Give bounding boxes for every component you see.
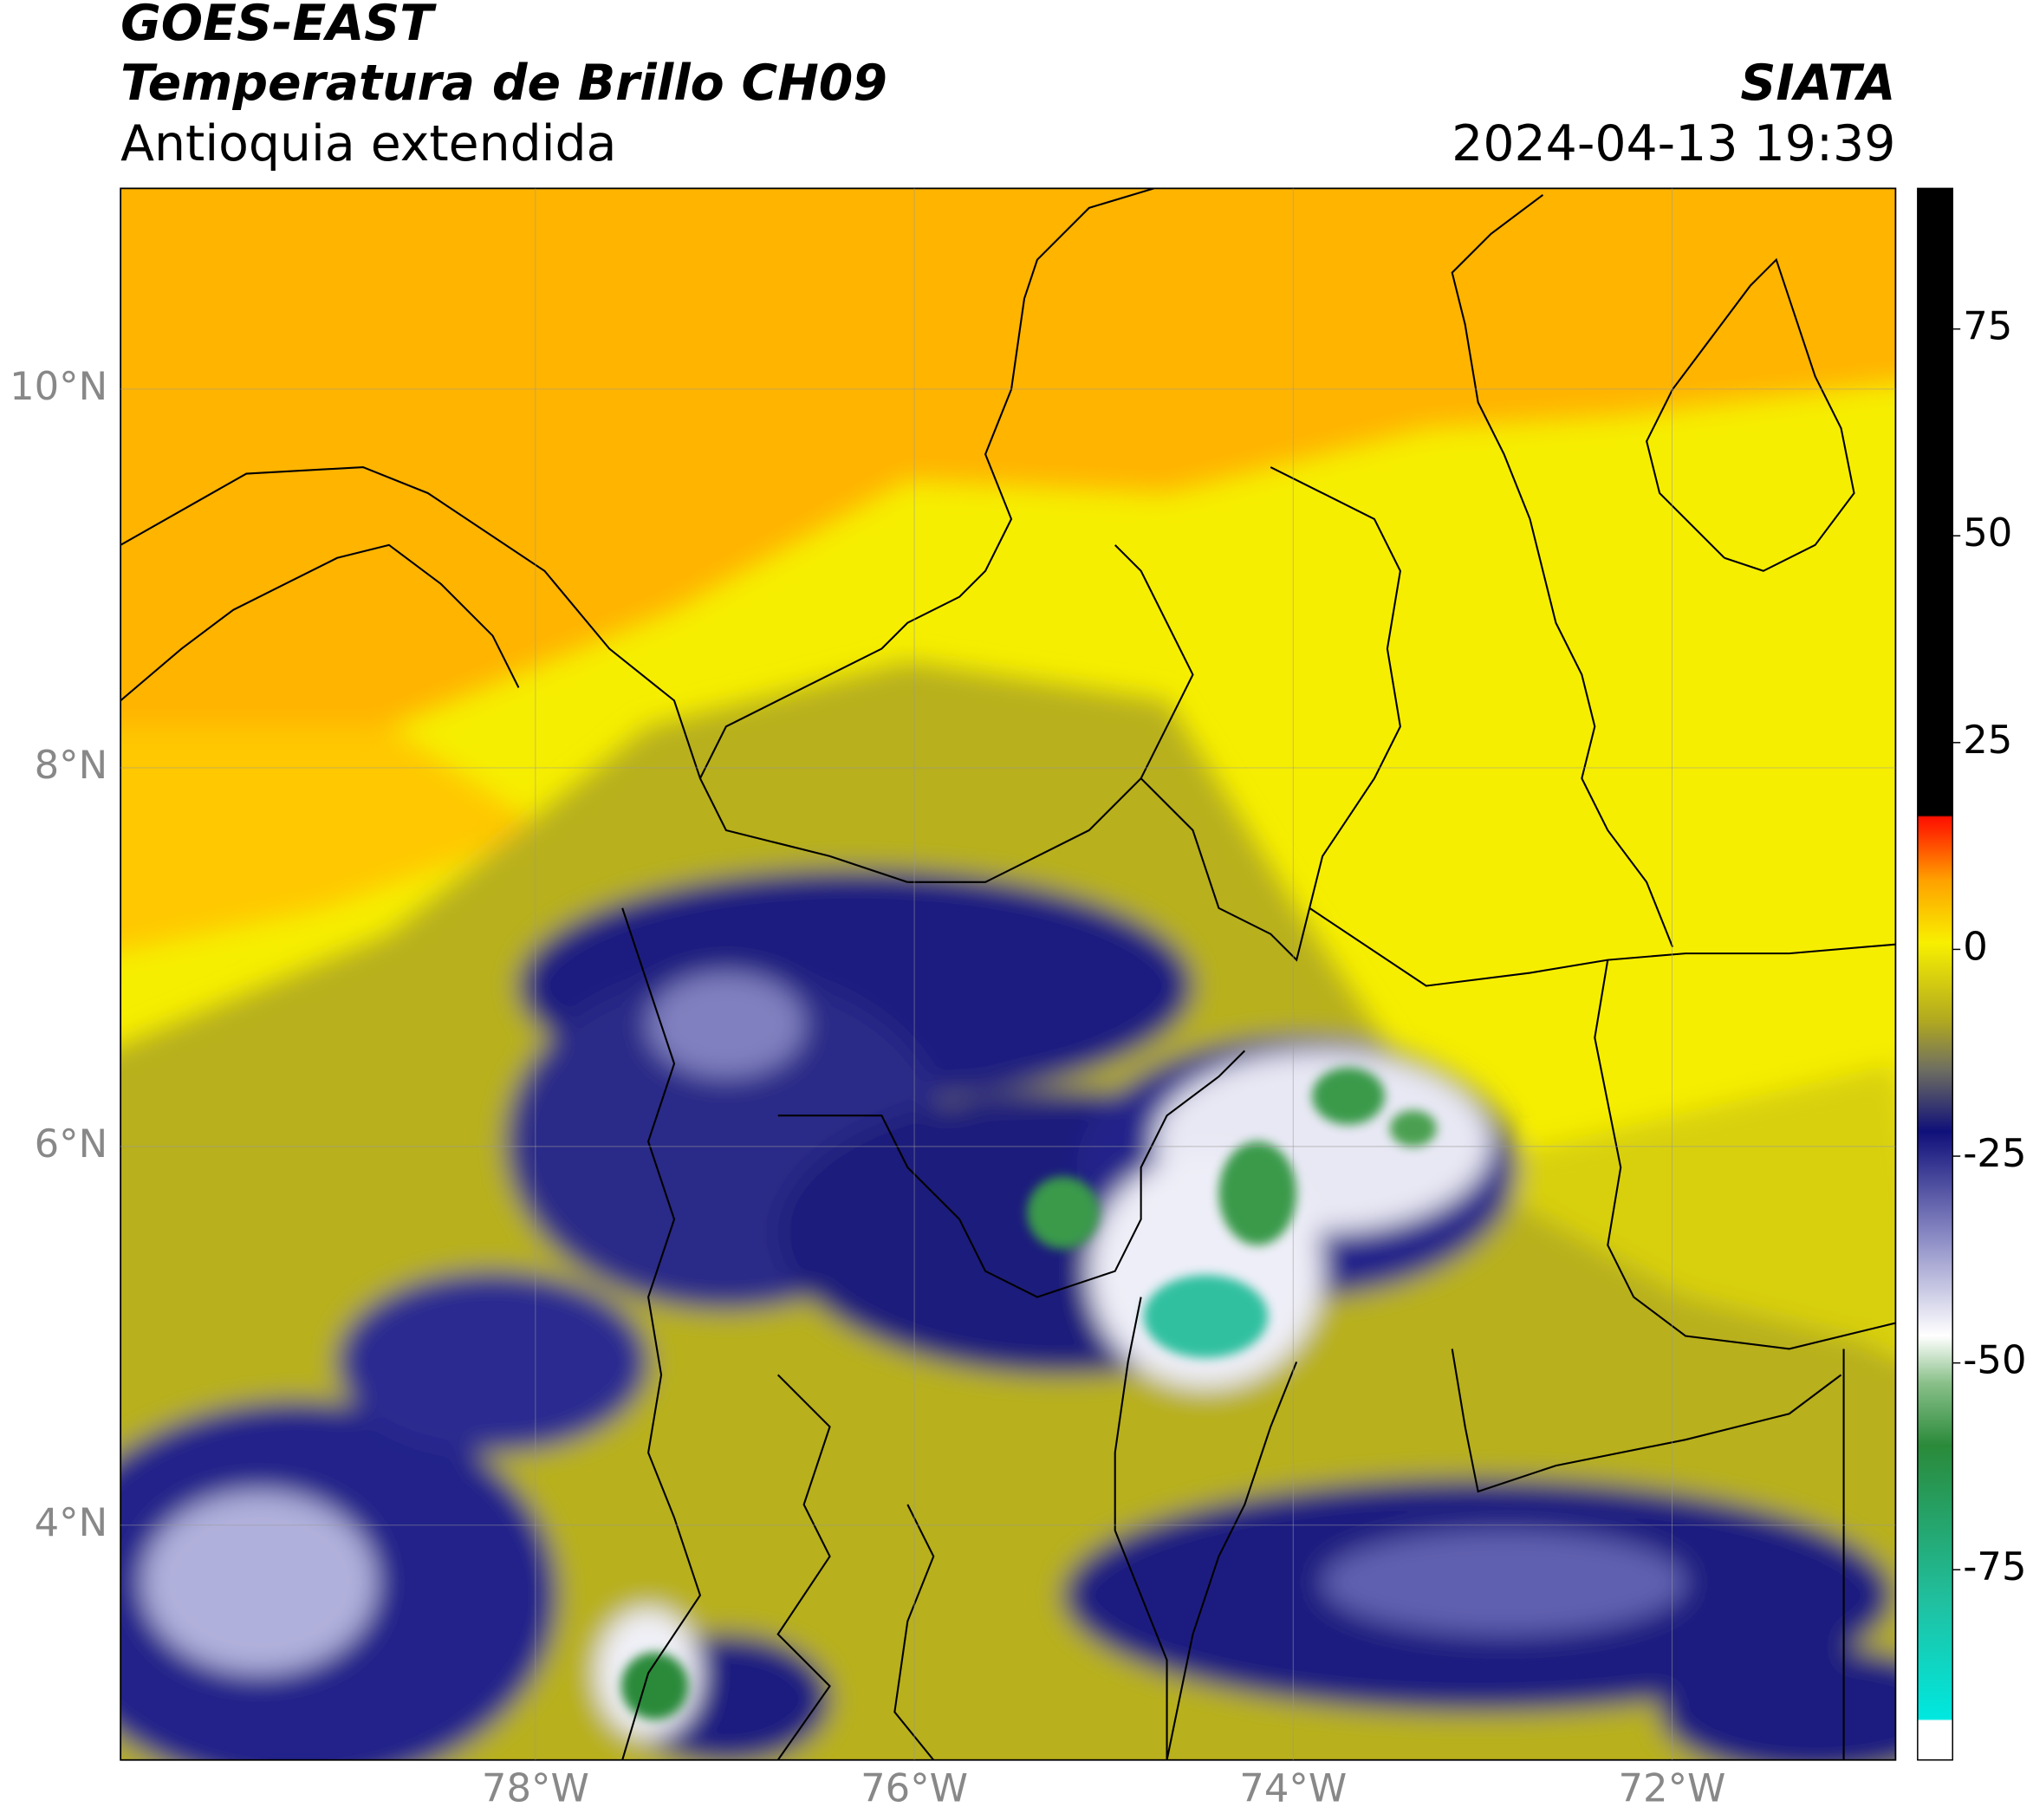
x-tick-label: 74°W: [1239, 1765, 1347, 1811]
subtitle: Temperatura de Brillo CH09: [120, 55, 887, 112]
y-tick-label: 4°N: [35, 1499, 108, 1545]
colorbar: [1917, 187, 1953, 1761]
y-tick-label: 6°N: [35, 1121, 108, 1167]
colorbar-tick-label: -25: [1963, 1130, 2026, 1176]
colorbar-tick-label: 0: [1963, 923, 1988, 969]
x-tick-label: 76°W: [861, 1765, 968, 1811]
y-tick-label: 10°N: [10, 363, 107, 409]
colorbar-tick-label: -75: [1963, 1544, 2026, 1589]
borders: [120, 188, 1896, 1760]
colorbar-tick-label: 25: [1963, 717, 2012, 763]
title: GOES-EAST: [120, 0, 437, 52]
source: SIATA: [1740, 55, 1895, 112]
colorbar-tick-label: -50: [1963, 1337, 2026, 1383]
satellite-image: [120, 188, 1896, 1760]
y-tick-label: 8°N: [35, 742, 108, 788]
colorbar-tick-label: 75: [1963, 303, 2012, 349]
colorbar-tick-label: 50: [1963, 510, 2012, 556]
datetime: 2024-04-13 19:39: [1452, 115, 1895, 172]
x-tick-label: 78°W: [482, 1765, 589, 1811]
region: Antioquia extendida: [120, 115, 616, 172]
map-frame: [120, 187, 1897, 1761]
x-tick-label: 72°W: [1618, 1765, 1725, 1811]
